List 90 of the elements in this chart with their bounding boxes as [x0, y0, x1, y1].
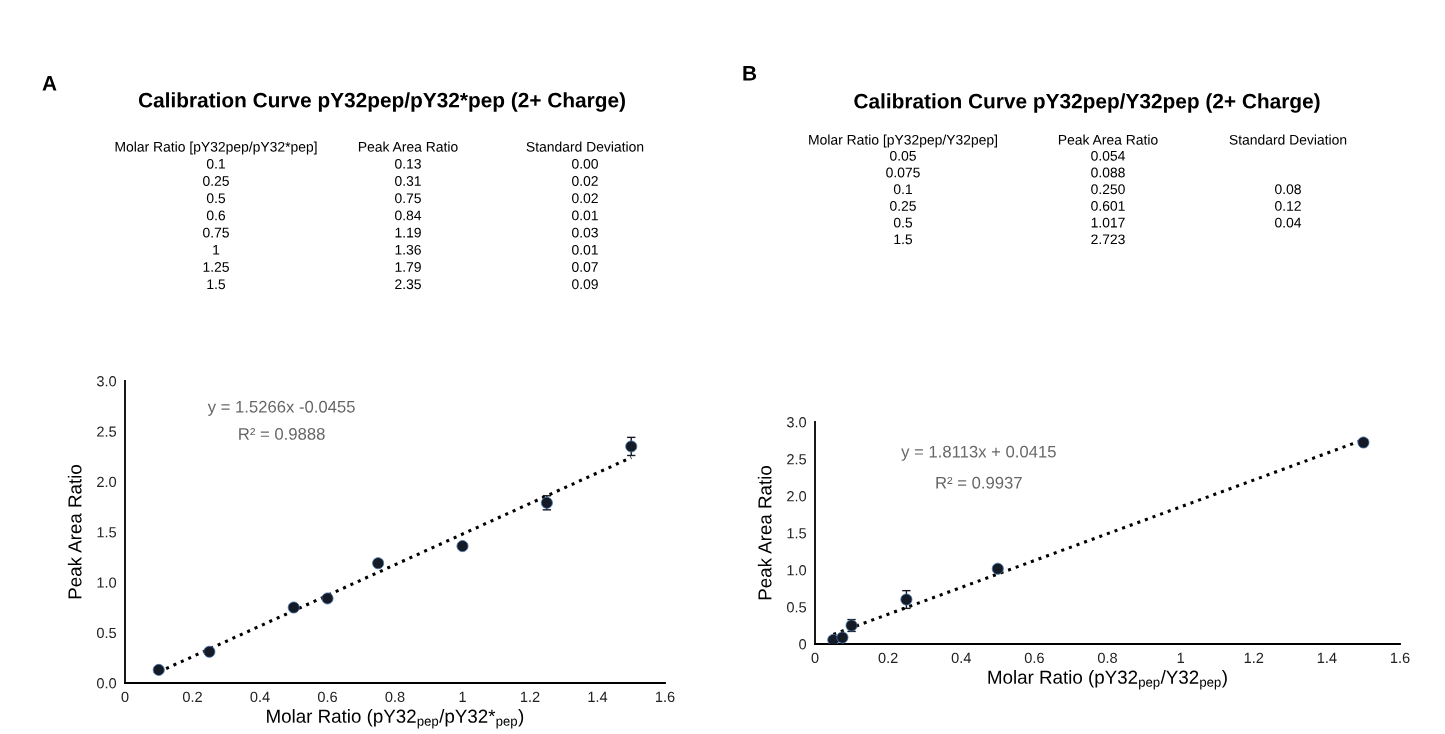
x-tick-label: 1	[1177, 652, 1184, 663]
x-tick-label: 1	[459, 691, 466, 702]
text: 1	[213, 245, 220, 255]
text: Molar Ratio [pY32pep/pY32*pep]	[115, 141, 317, 155]
text: B	[743, 66, 757, 81]
x-tick-label: 0.4	[951, 652, 971, 664]
text: 0.02	[572, 176, 598, 186]
text: 0.01	[572, 210, 598, 221]
text: 0.5	[893, 217, 913, 228]
text: Standard Deviation	[526, 141, 644, 152]
x-tick-label: 0	[811, 652, 819, 664]
y-tick-label: 3.0	[786, 417, 807, 428]
text: Standard Deviation	[1229, 134, 1347, 145]
text: 0.12	[1275, 200, 1301, 211]
text: 1.5	[207, 279, 226, 290]
text: 0.08	[1275, 184, 1301, 195]
x-tick-label: 0.2	[182, 691, 202, 703]
text: 0.6	[206, 210, 226, 221]
text: 0.01	[572, 244, 598, 255]
text: 1.36	[395, 244, 421, 255]
x-tick-label: 0.4	[250, 691, 270, 703]
x-tick-label: 0.6	[1024, 652, 1044, 664]
annotation: y = 1.5266x -0.0455	[207, 400, 355, 416]
text: 0.5	[206, 193, 226, 204]
y-tick-label: 1.5	[787, 528, 807, 539]
y-tick-label: 1.5	[97, 527, 117, 538]
point	[287, 601, 300, 614]
text: 1.5	[894, 234, 913, 245]
text: 0.75	[203, 227, 229, 238]
y-tick-label: 2.0	[787, 491, 807, 502]
text: Peak Area Ratio	[1058, 134, 1158, 145]
x-tick-label: 0.6	[317, 691, 337, 703]
x-tick-label: 1.4	[588, 691, 608, 702]
y-tick-label: 2.5	[787, 454, 807, 465]
text: 1.19	[395, 227, 421, 238]
text: 0.84	[395, 210, 422, 221]
text: 0.07	[572, 262, 598, 272]
text: 1.017	[1091, 217, 1125, 228]
x-tick-label: 1.6	[655, 691, 675, 703]
text: 2.723	[1091, 234, 1125, 245]
x-tick-label: 1.2	[1244, 652, 1264, 663]
x-axis-title: Molar Ratio (pY32$_{pep}$/Y32$_{pep}$)	[988, 670, 1227, 690]
text: Molar Ratio [pY32pep/Y32pep]	[809, 134, 997, 148]
text: 0.04	[1275, 217, 1302, 228]
y-tick-label: 1.0	[97, 577, 117, 588]
y-tick-label: 1.0	[787, 565, 807, 576]
x-tick-label: 0.8	[385, 691, 405, 703]
text: A	[42, 76, 57, 91]
y-tick-label: 2.5	[97, 426, 117, 437]
text: 0.088	[1091, 167, 1125, 178]
x-tick-label: 1.6	[1390, 652, 1410, 664]
text: 0.054	[1091, 150, 1125, 161]
text: 1.25	[203, 262, 229, 272]
x-tick-label: 0.2	[878, 652, 898, 664]
y-tick-label: 0.5	[96, 627, 117, 639]
text: 0.09	[572, 279, 598, 290]
chart-title: Calibration Curve pY32pep/Y32pep (2+ Charge)	[854, 93, 1320, 113]
text: 0.00	[572, 158, 598, 169]
text: 0.601	[1091, 200, 1125, 211]
text: 0.13	[395, 158, 421, 169]
text: 0.075	[886, 167, 920, 178]
text: Peak Area Ratio	[358, 141, 458, 152]
chart-title: Calibration Curve pY32pep/pY32*pep (2+ Charge)	[138, 92, 625, 112]
y-tick-label: 3.0	[96, 376, 117, 387]
y-tick-label: 0.0	[96, 678, 117, 689]
text: 0.25	[203, 176, 229, 186]
x-tick-label: 0	[121, 691, 129, 703]
text: 0.05	[890, 150, 916, 161]
text: 0.03	[572, 227, 598, 238]
text: 2.35	[395, 279, 421, 290]
text: 0.31	[395, 176, 421, 186]
y-tick-label: 0	[799, 639, 807, 650]
text: 0.1	[206, 158, 225, 169]
annotation: R² = 0.9937	[936, 476, 1022, 489]
y-axis-title: Peak Area Ratio	[67, 465, 82, 599]
text: 1.79	[395, 262, 421, 272]
text: 0.75	[395, 193, 421, 204]
x-axis-title: Molar Ratio (pY32$_{pep}$/pY32*$_{pep}$)	[267, 709, 524, 729]
y-tick-label: 0.5	[786, 602, 807, 613]
text: 0.25	[890, 200, 916, 211]
annotation: y = 1.8113x + 0.0415	[901, 445, 1056, 461]
text: 0.02	[572, 193, 598, 204]
text: 0.1	[893, 184, 912, 195]
x-tick-label: 1.2	[520, 691, 540, 702]
y-tick-label: 2.0	[97, 476, 117, 488]
y-axis-title: Peak Area Ratio	[757, 466, 772, 600]
x-tick-label: 1.4	[1317, 652, 1337, 663]
annotation: R² = 0.9888	[239, 428, 325, 440]
x-tick-label: 0.8	[1097, 652, 1117, 664]
text: 0.250	[1091, 184, 1125, 195]
